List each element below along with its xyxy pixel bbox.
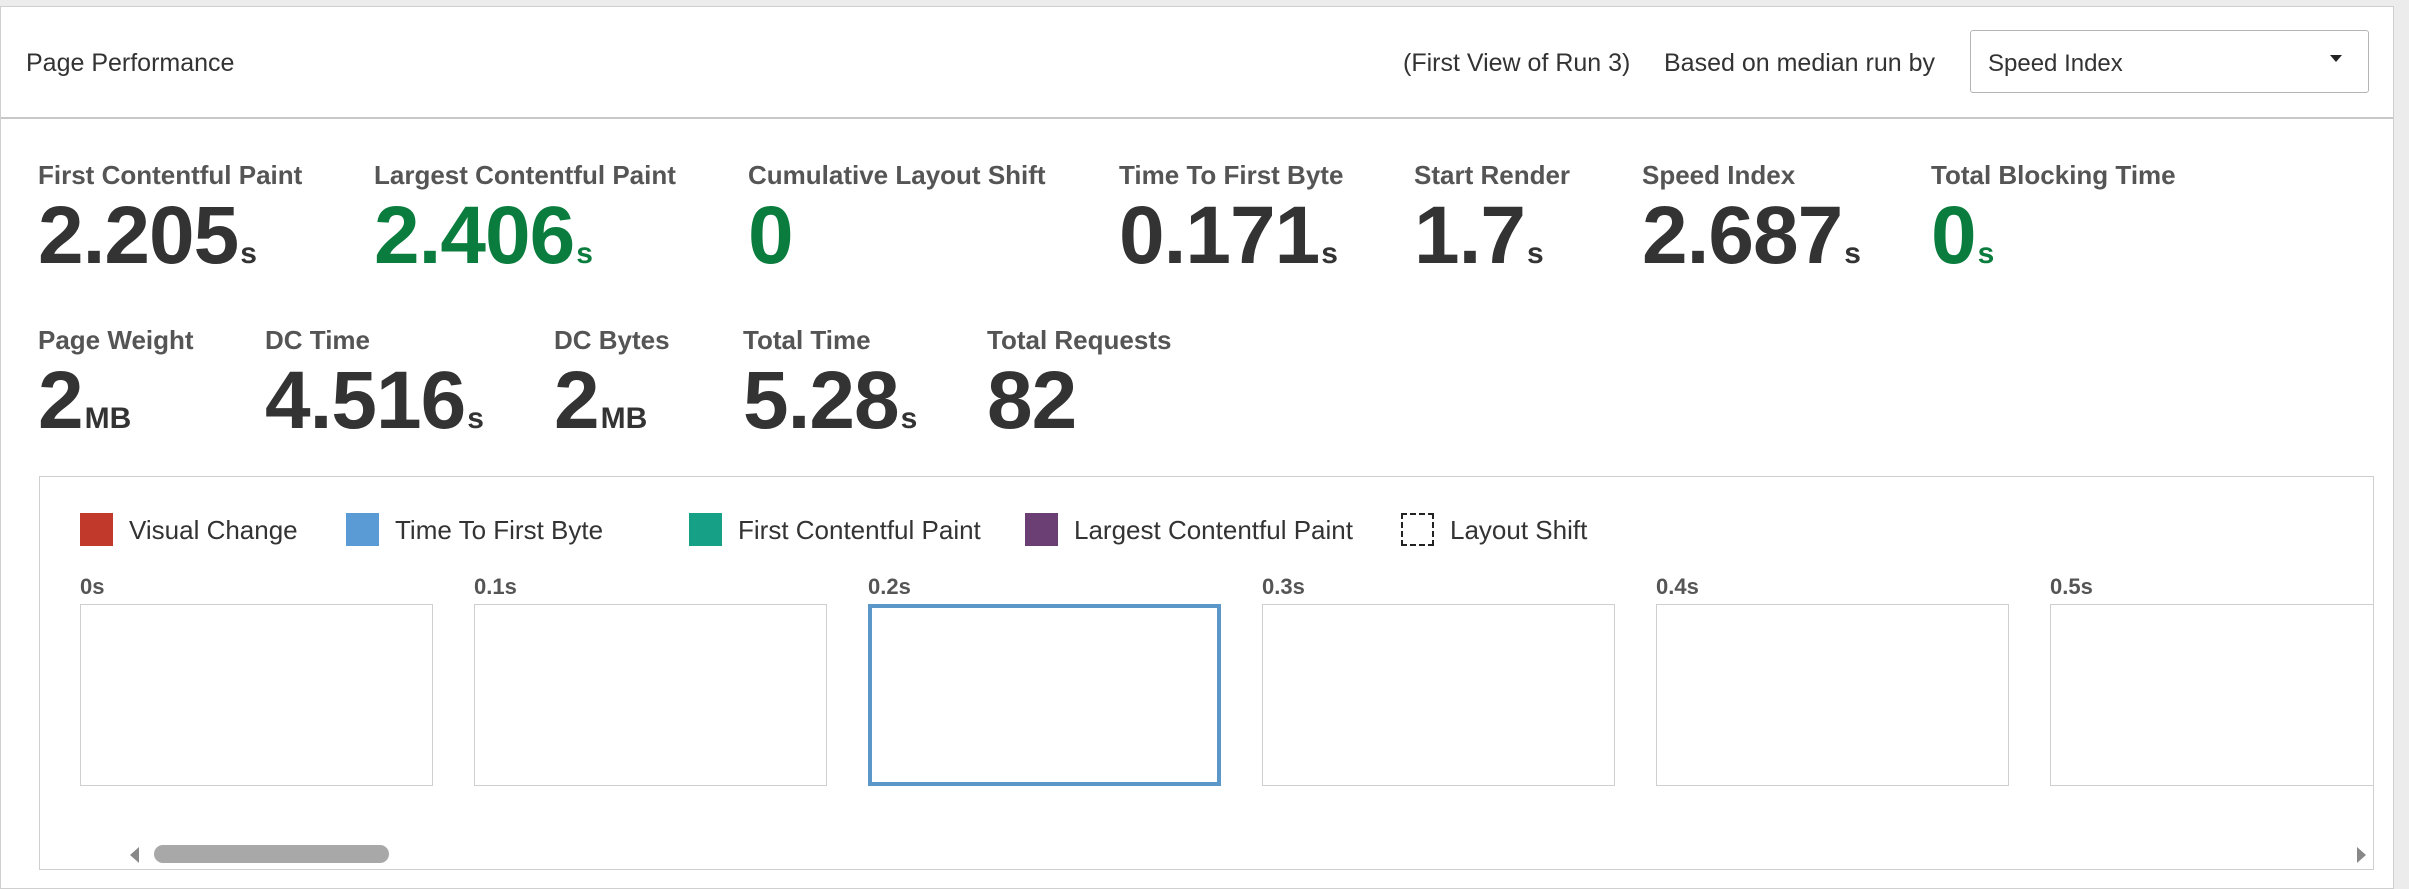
metric-unit: s: [467, 402, 484, 435]
metric-largest-contentful-paint: Largest Contentful Paint 2.406s: [374, 160, 676, 295]
visual-change-swatch-icon: [80, 513, 113, 546]
frame-thumbnail-selected[interactable]: [868, 604, 1221, 786]
filmstrip: Visual Change Time To First Byte First C…: [39, 476, 2374, 870]
filmstrip-frame: 0.3s: [1262, 574, 1615, 786]
panel-title: Page Performance: [26, 49, 235, 77]
filmstrip-frame: 0.2s: [868, 574, 1221, 786]
metric-label: Speed Index: [1642, 160, 1796, 190]
metric-label: Total Blocking Time: [1931, 160, 2176, 190]
caret-down-icon: [2330, 55, 2342, 62]
page-performance-panel: Page Performance (First View of Run 3) B…: [0, 6, 2394, 889]
scroll-right-arrow-icon[interactable]: [2357, 847, 2366, 863]
legend-label: Time To First Byte: [395, 515, 604, 545]
metric-label: DC Time: [265, 325, 370, 355]
metric-value: 4.516s: [265, 355, 484, 446]
metric-total-requests: Total Requests 82: [987, 325, 1171, 460]
metric-unit: MB: [600, 402, 648, 435]
legend-label: Layout Shift: [1450, 515, 1588, 545]
metric-total-blocking-time: Total Blocking Time 0s: [1931, 160, 2176, 295]
metric-value: 2.205s: [38, 190, 257, 281]
legend-label: First Contentful Paint: [738, 515, 981, 545]
filmstrip-scrollbar[interactable]: [86, 843, 2366, 865]
metric-start-render: Start Render 1.7s: [1414, 160, 1570, 295]
metric-unit: s: [900, 402, 918, 435]
metric-unit: s: [1527, 237, 1544, 270]
metric-unit: s: [1321, 237, 1338, 270]
metric-value: 2.687s: [1642, 190, 1861, 281]
metric-value: 2.406s: [374, 190, 593, 281]
metric-label: Cumulative Layout Shift: [748, 160, 1046, 190]
metric-first-contentful-paint: First Contentful Paint 2.205s: [38, 160, 302, 295]
frame-thumbnail[interactable]: [474, 604, 827, 786]
frame-time: 0.3s: [1262, 574, 1305, 599]
metric-value: 2MB: [554, 355, 648, 446]
metric-label: Time To First Byte: [1119, 160, 1344, 190]
fcp-swatch-icon: [689, 513, 722, 546]
frame-thumbnail[interactable]: [2050, 604, 2373, 786]
frame-thumbnail[interactable]: [80, 604, 433, 786]
frame-time: 0s: [80, 574, 105, 599]
frame-thumbnail[interactable]: [1262, 604, 1615, 786]
legend-label: Largest Contentful Paint: [1074, 515, 1353, 545]
panel-header: Page Performance (First View of Run 3) B…: [1, 7, 2393, 119]
metric-value: 5.28s: [743, 355, 918, 446]
scroll-left-arrow-icon[interactable]: [130, 847, 139, 863]
metric-unit: MB: [84, 402, 132, 435]
metric-dc-time: DC Time 4.516s: [265, 325, 484, 460]
legend-visual-change: Visual Change: [80, 513, 320, 547]
filmstrip-frame: 0.4s: [1656, 574, 2009, 786]
metric-unit: s: [1977, 237, 1995, 270]
scrollbar-thumb[interactable]: [154, 845, 389, 863]
metric-value: 1.7s: [1414, 190, 1544, 281]
metric-label: DC Bytes: [554, 325, 670, 355]
median-metric-select[interactable]: Speed Index: [1970, 30, 2369, 93]
metric-unit: s: [576, 237, 593, 270]
metric-total-time: Total Time 5.28s: [743, 325, 917, 460]
metric-value: 0s: [1931, 190, 1995, 281]
frame-time: 0.2s: [868, 574, 911, 599]
metric-label: First Contentful Paint: [38, 160, 303, 190]
ttfb-swatch-icon: [346, 513, 379, 546]
metric-value: 0.171s: [1119, 190, 1338, 281]
median-metric-select-value: Speed Index: [1988, 50, 2123, 77]
metric-value: 82: [987, 355, 1077, 446]
legend-label: Visual Change: [129, 515, 298, 545]
metric-value: 2MB: [38, 355, 132, 446]
metric-label: Total Time: [743, 325, 871, 355]
legend-time-to-first-byte: Time To First Byte: [346, 513, 626, 547]
metric-page-weight: Page Weight 2MB: [38, 325, 194, 460]
filmstrip-frame: 0s: [80, 574, 433, 786]
metric-label: Total Requests: [987, 325, 1172, 355]
legend-layout-shift: Layout Shift: [1401, 513, 1621, 547]
frame-time: 0.1s: [474, 574, 517, 599]
lcp-swatch-icon: [1025, 513, 1058, 546]
frame-thumbnail[interactable]: [1656, 604, 2009, 786]
metric-cumulative-layout-shift: Cumulative Layout Shift 0: [748, 160, 1046, 295]
filmstrip-frame: 0.1s: [474, 574, 827, 786]
metric-speed-index: Speed Index 2.687s: [1642, 160, 1861, 295]
metric-label: Start Render: [1414, 160, 1571, 190]
legend-first-contentful-paint: First Contentful Paint: [689, 513, 989, 547]
metric-unit: s: [240, 237, 257, 270]
layout-shift-swatch-icon: [1401, 513, 1434, 546]
frame-time: 0.4s: [1656, 574, 1699, 599]
legend-largest-contentful-paint: Largest Contentful Paint: [1025, 513, 1365, 547]
metric-time-to-first-byte: Time To First Byte 0.171s: [1119, 160, 1343, 295]
frame-time: 0.5s: [2050, 574, 2093, 599]
metric-label: Largest Contentful Paint: [374, 160, 676, 190]
metric-unit: s: [1844, 237, 1861, 270]
run-info: (First View of Run 3): [1403, 49, 1631, 77]
median-run-label: Based on median run by: [1664, 49, 1936, 77]
metric-value: 0: [748, 190, 794, 281]
filmstrip-frame: 0.5s: [2050, 574, 2373, 786]
metric-dc-bytes: DC Bytes 2MB: [554, 325, 670, 460]
metric-label: Page Weight: [38, 325, 194, 355]
